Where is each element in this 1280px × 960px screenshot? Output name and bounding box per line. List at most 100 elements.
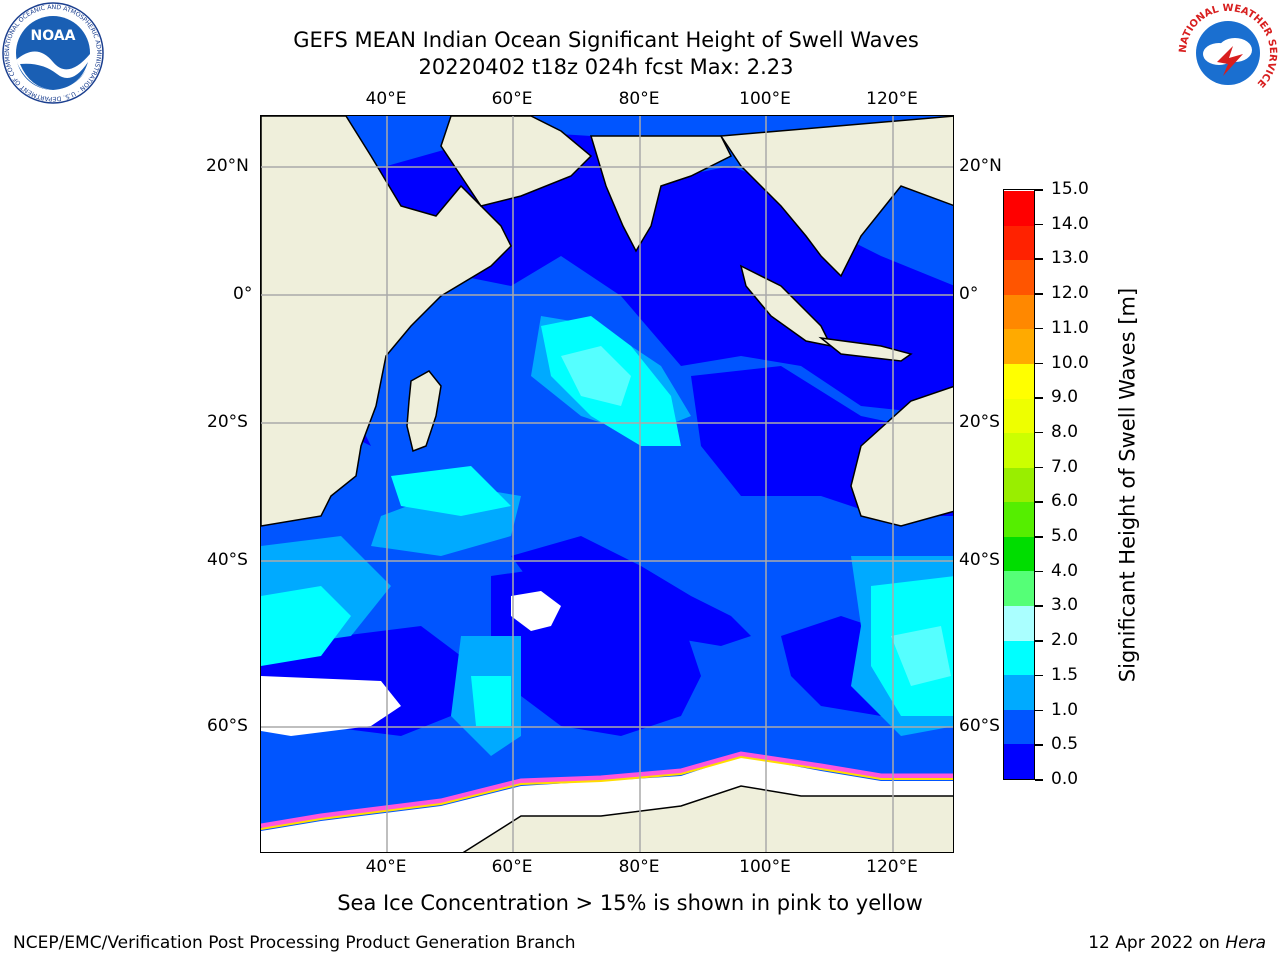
colorbar-tick-label: 14.0: [1051, 213, 1089, 234]
antarctica-land: [462, 785, 953, 852]
swell-field-1.5-2.0: [391, 466, 511, 516]
chart-title: GEFS MEAN Indian Ocean Significant Heigh…: [293, 28, 919, 52]
noaa-logo: NATIONAL OCEANIC AND ATMOSPHERIC ADMINIS…: [2, 2, 104, 104]
sea-ice-region: [511, 591, 561, 631]
sea-ice-region: [261, 676, 401, 736]
colorbar-tick: [1035, 501, 1043, 503]
colorbar-tick: [1035, 744, 1043, 746]
colorbar-tick: [1035, 640, 1043, 642]
colorbar-tick: [1035, 223, 1043, 226]
chart-subtitle: 20220402 t18z 024h fcst Max: 2.23: [418, 55, 794, 79]
colorbar-segment: [1004, 570, 1034, 607]
colorbar-tick-label: 7.0: [1051, 456, 1079, 477]
swell-field-2.0-3.0: [891, 626, 951, 686]
colorbar-tick-label: 6.0: [1051, 491, 1079, 512]
southeast-asia-land: [719, 116, 953, 278]
colorbar-segment: [1004, 674, 1034, 710]
madagascar-land: [406, 370, 442, 453]
footer-machine: Hera: [1225, 933, 1266, 953]
colorbar-tick-label: 1.5: [1051, 664, 1079, 685]
colorbar-tick-label: 3.0: [1051, 595, 1079, 616]
lat-label-left: 0°: [233, 284, 253, 304]
colorbar-tick: [1035, 779, 1043, 781]
colorbar-segment: [1004, 432, 1034, 468]
lon-label-top: 80°E: [618, 89, 660, 109]
colorbar-tick-label: 0.5: [1051, 734, 1079, 755]
lon-label-bottom: 80°E: [618, 857, 660, 877]
sea-ice-edge-yellow: [261, 755, 953, 830]
colorbar-segment: [1004, 709, 1034, 745]
lat-label-right: 60°S: [959, 716, 1000, 736]
lat-label-right: 20°N: [959, 156, 1002, 176]
swell-field-2.0-3.0: [561, 346, 631, 406]
colorbar-tick-label: 11.0: [1051, 317, 1089, 338]
lat-label-right: 40°S: [959, 550, 1000, 570]
lon-label-bottom: 100°E: [739, 857, 791, 877]
lon-label-top: 100°E: [739, 89, 791, 109]
colorbar-segment: [1004, 743, 1034, 779]
colorbar-tick: [1035, 258, 1043, 260]
colorbar-segment: [1004, 225, 1034, 261]
colorbar-tick-label: 5.0: [1051, 526, 1079, 547]
sea-ice-edge: [261, 751, 953, 829]
colorbar-tick: [1035, 709, 1043, 712]
colorbar-tick: [1035, 189, 1043, 191]
colorbar-tick: [1035, 605, 1043, 607]
lon-label-bottom: 120°E: [866, 857, 918, 877]
colorbar-tick-label: 0.0: [1051, 769, 1079, 789]
lat-label-left: 40°S: [207, 550, 248, 570]
colorbar-segment: [1004, 605, 1034, 641]
footer-date-text: 12 Apr 2022 on: [1088, 933, 1226, 953]
colorbar-segment: [1004, 190, 1034, 226]
colorbar-segment: [1004, 398, 1034, 434]
colorbar-tick: [1035, 397, 1043, 399]
colorbar-tick: [1035, 327, 1043, 330]
swell-height-map: [261, 116, 953, 852]
colorbar: [1003, 189, 1035, 780]
map-panel: [260, 115, 954, 853]
colorbar-label: Significant Height of Swell Waves [m]: [1115, 287, 1140, 683]
colorbar-tick-label: 2.0: [1051, 630, 1079, 651]
colorbar-segment: [1004, 363, 1034, 399]
colorbar-tick: [1035, 293, 1043, 295]
colorbar-tick-label: 12.0: [1051, 283, 1089, 304]
lon-label-bottom: 40°E: [365, 857, 407, 877]
colorbar-tick: [1035, 362, 1043, 365]
colorbar-segment: [1004, 536, 1034, 572]
lat-label-right: 0°: [959, 284, 979, 304]
swell-field-1.5-2.0: [261, 586, 351, 666]
colorbar-segment: [1004, 640, 1034, 676]
australia-land: [850, 385, 953, 527]
colorbar-segment: [1004, 501, 1034, 537]
lat-label-right: 20°S: [959, 412, 1000, 432]
graticule: [261, 116, 953, 852]
colorbar-tick-label: 15.0: [1051, 179, 1089, 199]
colorbar-tick: [1035, 674, 1043, 677]
swell-field-1.5-2.0: [471, 676, 511, 726]
colorbar-segment: [1004, 259, 1034, 295]
colorbar-tick-label: 13.0: [1051, 248, 1089, 269]
colorbar-tick-label: 10.0: [1051, 352, 1089, 373]
footer-credit: NCEP/EMC/Verification Post Processing Pr…: [13, 933, 576, 953]
colorbar-segment: [1004, 294, 1034, 330]
colorbar-tick-label: 8.0: [1051, 421, 1079, 442]
lon-label-top: 60°E: [491, 89, 533, 109]
footer-date: 12 Apr 2022 on Hera: [1088, 933, 1266, 953]
nws-logo: NATIONAL WEATHER SERVICE: [1178, 3, 1278, 103]
arabia-land: [440, 116, 593, 207]
colorbar-tick-label: 4.0: [1051, 560, 1079, 581]
java-land: [818, 336, 913, 362]
noaa-logo-text: NOAA: [31, 28, 76, 44]
sea-ice-caption: Sea Ice Concentration > 15% is shown in …: [337, 891, 923, 915]
sumatra-land: [739, 264, 833, 348]
lat-label-left: 20°S: [207, 412, 248, 432]
colorbar-tick: [1035, 570, 1043, 573]
colorbar-tick: [1035, 466, 1043, 469]
colorbar-tick: [1035, 536, 1043, 538]
colorbar-segment: [1004, 328, 1034, 364]
lon-label-top: 120°E: [866, 89, 918, 109]
lon-label-top: 40°E: [365, 89, 407, 109]
colorbar-tick-label: 1.0: [1051, 699, 1079, 720]
colorbar-segment: [1004, 467, 1034, 503]
colorbar-tick: [1035, 431, 1043, 434]
